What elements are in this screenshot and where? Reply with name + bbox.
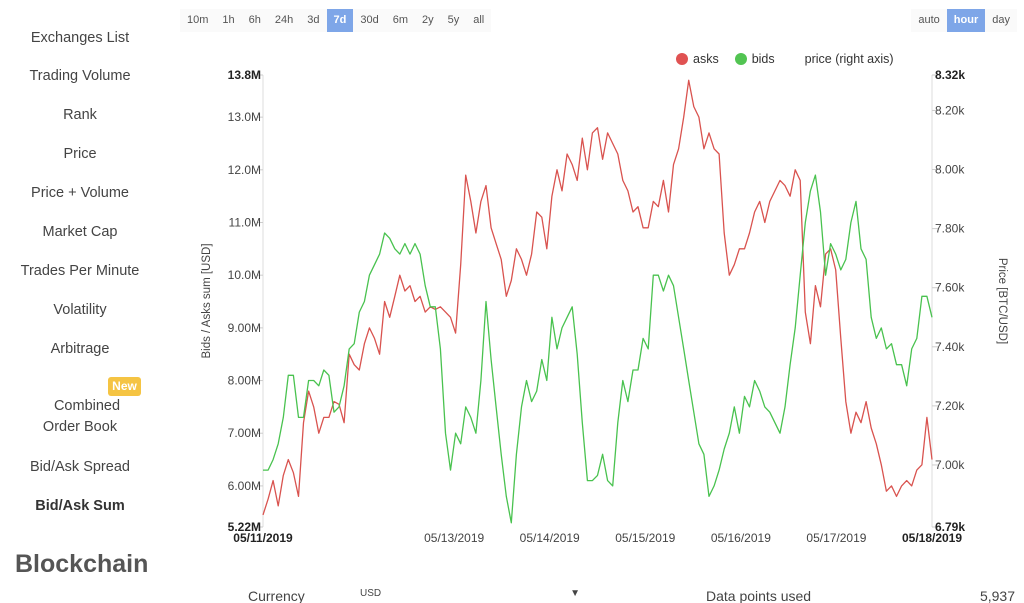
legend-bids-label: bids: [751, 52, 775, 66]
x-tick-label: 05/14/2019: [520, 531, 580, 545]
currency-label: Currency: [248, 588, 305, 603]
right-tick-label: 7.00k: [935, 458, 965, 472]
legend-asks-label: asks: [693, 52, 719, 66]
right-tick-label: 8.20k: [935, 103, 965, 117]
range-10m[interactable]: 10m: [180, 9, 216, 32]
nav-combined-order-book[interactable]: Combined Order Book: [0, 396, 160, 438]
left-tick-label: 5.22M: [228, 520, 261, 534]
left-tick-label: 10.0M: [228, 268, 261, 282]
nav-bid-ask-sum[interactable]: Bid/Ask Sum: [35, 498, 125, 514]
right-tick-label: 7.60k: [935, 281, 965, 295]
sidebar: Exchanges List Trading Volume Rank Price…: [0, 0, 160, 603]
series-line-bids: [263, 174, 933, 524]
nav-combined-line2: Order Book: [42, 419, 118, 435]
left-tick-label: 13.0M: [228, 110, 261, 124]
right-tick-label: 7.80k: [935, 222, 965, 236]
series-line-asks: [262, 79, 933, 516]
granularity-selector: auto hour day: [911, 9, 1017, 32]
nav-volatility[interactable]: Volatility: [53, 302, 107, 318]
legend-price[interactable]: price (right axis): [805, 52, 894, 66]
left-tick-label: 6.00M: [228, 479, 261, 493]
legend-bids-dot: [734, 53, 747, 65]
left-tick-label: 8.00M: [228, 374, 261, 388]
nav-exchanges-list[interactable]: Exchanges List: [30, 30, 130, 46]
granularity-auto[interactable]: auto: [911, 9, 947, 32]
nav-market-cap[interactable]: Market Cap: [42, 224, 118, 240]
range-all[interactable]: all: [466, 9, 492, 32]
range-selector: 10m 1h 6h 24h 3d 7d 30d 6m 2y 5y all: [180, 9, 492, 32]
currency-select[interactable]: USD ▼: [360, 588, 580, 603]
range-1h[interactable]: 1h: [215, 9, 242, 32]
granularity-day[interactable]: day: [985, 9, 1017, 32]
left-axis-ticks: 13.8M 13.0M 12.0M 11.0M 10.0M 9.00M 8.00M 7.00M…: [228, 68, 263, 534]
left-tick-label: 11.0M: [229, 216, 261, 230]
right-tick-label: 7.40k: [935, 340, 965, 354]
x-tick-label: 05/15/2019: [615, 531, 675, 545]
range-6m[interactable]: 6m: [385, 9, 415, 32]
nav-trading-volume[interactable]: Trading Volume: [29, 68, 131, 84]
legend-price-label: price (right axis): [804, 52, 894, 66]
range-5y[interactable]: 5y: [440, 9, 467, 32]
right-axis-ticks: 8.32k 8.20k 8.00k 7.80k 7.60k 7.40k 7.20k 7.00k…: [932, 68, 965, 534]
new-badge: New: [108, 377, 141, 396]
range-3d[interactable]: 3d: [300, 9, 327, 32]
x-tick-label: 05/17/2019: [806, 531, 866, 545]
left-tick-label: 9.00M: [228, 321, 261, 335]
chevron-down-icon: ▼: [570, 588, 580, 599]
x-tick-label: 05/18/2019: [902, 531, 962, 545]
range-30d[interactable]: 30d: [353, 9, 386, 32]
x-tick-label: 05/11/2019: [233, 531, 293, 545]
currency-value: USD: [360, 588, 382, 599]
legend-bids[interactable]: bids: [734, 52, 775, 66]
nav-rank[interactable]: Rank: [63, 107, 97, 123]
right-tick-label: 8.32k: [935, 68, 965, 82]
data-points-value: 5,937: [979, 588, 1015, 603]
x-tick-label: 05/13/2019: [424, 531, 484, 545]
range-6h[interactable]: 6h: [241, 9, 268, 32]
data-points-label: Data points used: [706, 588, 812, 603]
nav-price[interactable]: Price: [63, 146, 97, 162]
nav-bid-ask-spread[interactable]: Bid/Ask Spread: [30, 459, 130, 475]
series-group: [262, 79, 933, 524]
granularity-hour[interactable]: hour: [946, 9, 986, 32]
right-tick-label: 7.20k: [935, 399, 965, 413]
x-tick-label: 05/16/2019: [711, 531, 771, 545]
range-7d[interactable]: 7d: [326, 9, 354, 32]
x-axis-ticks: 05/11/2019 05/13/2019 05/14/2019 05/15/2019…: [233, 531, 962, 545]
right-tick-label: 8.00k: [935, 163, 965, 177]
range-2y[interactable]: 2y: [415, 9, 441, 32]
nav-combined-line1: Combined: [53, 398, 121, 414]
left-tick-label: 12.0M: [228, 163, 261, 177]
y2-axis-title: Price [BTC/USD]: [996, 258, 1008, 344]
nav-price-volume[interactable]: Price + Volume: [31, 185, 129, 201]
right-tick-label: 6.79k: [935, 520, 965, 534]
left-tick-label: 7.00M: [228, 426, 261, 440]
chart-legend: asks bids price (right axis): [676, 51, 910, 67]
legend-asks[interactable]: asks: [676, 52, 719, 66]
range-24h[interactable]: 24h: [267, 9, 301, 32]
nav-trades-per-minute[interactable]: Trades Per Minute: [20, 263, 140, 279]
left-tick-label: 13.8M: [228, 68, 261, 82]
section-title-blockchain: Blockchain: [15, 550, 149, 578]
y-axis-title: Bids / Asks sum [USD]: [201, 243, 213, 358]
nav-arbitrage[interactable]: Arbitrage: [50, 341, 110, 357]
legend-asks-dot: [676, 53, 688, 65]
